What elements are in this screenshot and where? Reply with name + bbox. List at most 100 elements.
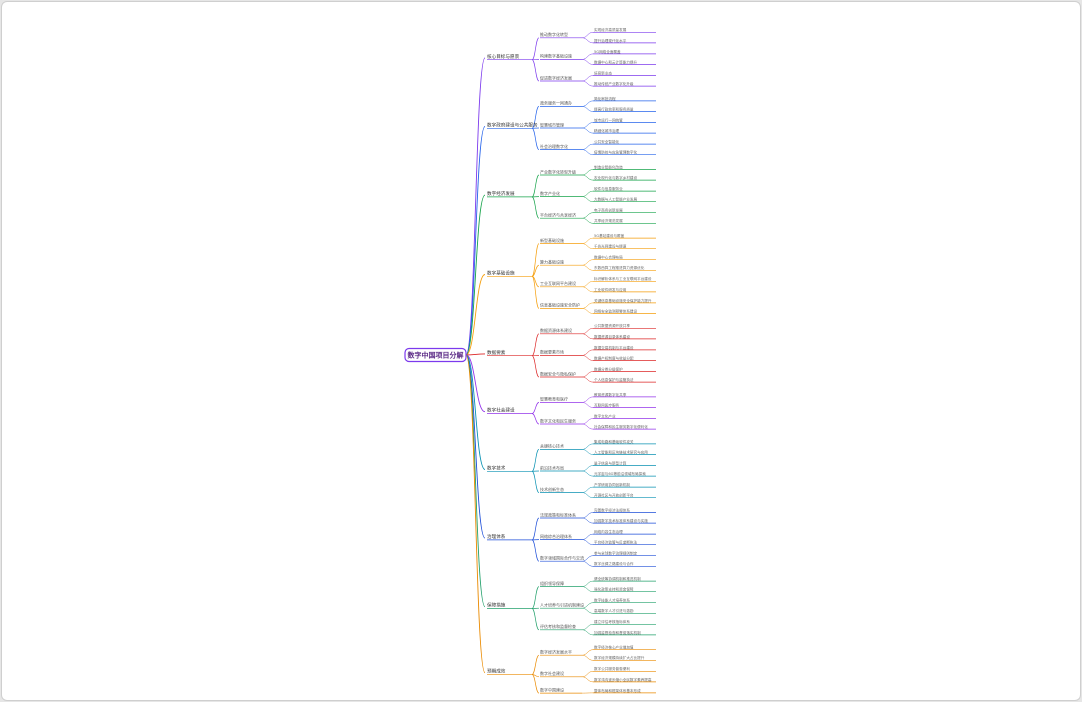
- leaf-node[interactable]: 建立评估考核指标体系: [594, 619, 630, 624]
- leaf-node[interactable]: 精细化城市治理: [594, 128, 620, 133]
- branch-node[interactable]: 数字基础设施: [487, 270, 515, 277]
- child-node[interactable]: 组织领导保障: [540, 580, 564, 586]
- leaf-node[interactable]: 疫情防控与应急管理数字化: [594, 150, 638, 155]
- leaf-node[interactable]: 数字丝绸之路建设与合作: [594, 561, 634, 566]
- child-node[interactable]: 社会治理数字化: [540, 143, 568, 149]
- leaf-node[interactable]: 完善数字经济法规体系: [594, 507, 630, 512]
- branch-node[interactable]: 数字政府建设与公共服务: [487, 122, 538, 129]
- child-node[interactable]: 数字文化和民生服务: [540, 417, 576, 423]
- child-node[interactable]: 数字社会建设: [540, 670, 564, 676]
- leaf-node[interactable]: 简化审批流程: [594, 96, 616, 101]
- child-node[interactable]: 数据安全与隐私保护: [540, 370, 576, 376]
- leaf-node[interactable]: 网络内容生态治理: [594, 529, 623, 534]
- leaf-node[interactable]: 数字文化产业: [594, 413, 616, 418]
- leaf-node[interactable]: 互联网医疗服务: [594, 402, 620, 407]
- child-node[interactable]: 智慧教育和医疗: [540, 396, 568, 402]
- leaf-node[interactable]: 量子信息与新型计算: [594, 460, 627, 465]
- leaf-node[interactable]: 加强监督检查和督促落实机制: [594, 630, 641, 635]
- leaf-node[interactable]: 提高行政效率和服务质量: [594, 106, 634, 111]
- root-node[interactable]: [404, 347, 467, 363]
- leaf-node[interactable]: 个人信息保护与监管执法: [594, 377, 634, 382]
- leaf-node[interactable]: 推动传统产业数字化升级: [594, 81, 634, 86]
- leaf-node[interactable]: 高端数字人才引进与激励: [594, 608, 634, 613]
- branch-node[interactable]: 治理体系: [487, 533, 506, 540]
- child-node[interactable]: 政务服务一网通办: [540, 100, 572, 106]
- leaf-node[interactable]: 数字经济核心产业增加值: [594, 645, 634, 650]
- child-node[interactable]: 推动数字化转型: [540, 31, 568, 37]
- leaf-node[interactable]: 加强数字技术标准体系建设与实施: [594, 518, 648, 523]
- leaf-node[interactable]: 提升治理现代化水平: [594, 38, 627, 43]
- child-node[interactable]: 算力基础设施: [540, 259, 564, 265]
- child-node[interactable]: 技术创新生态: [540, 486, 564, 492]
- leaf-node[interactable]: 5G网络全面覆盖: [594, 49, 621, 54]
- leaf-node[interactable]: 电子商务创新发展: [594, 208, 623, 213]
- child-node[interactable]: 工业互联网平台建设: [540, 280, 576, 286]
- child-node[interactable]: 人才培养与引进机制建设: [540, 602, 584, 608]
- leaf-node[interactable]: 数据分类分级保护: [594, 366, 623, 371]
- child-node[interactable]: 产业数字化转型升级: [540, 168, 576, 174]
- child-node[interactable]: 数字领域国际合作与交流: [540, 555, 584, 561]
- branch-node[interactable]: 核心目标与愿景: [487, 53, 520, 60]
- branch-node[interactable]: 数字技术: [487, 465, 506, 472]
- leaf-node[interactable]: 网络安全监测预警体系建设: [594, 308, 638, 313]
- branch-node[interactable]: 预期成效: [487, 668, 506, 675]
- root-label[interactable]: 数字中国项目分解: [408, 351, 464, 360]
- leaf-node[interactable]: 产学研用协同创新机制: [594, 482, 630, 487]
- leaf-node[interactable]: 数据产权制度与收益分配: [594, 355, 634, 360]
- branch-node[interactable]: 保障措施: [487, 602, 506, 609]
- leaf-node[interactable]: 城市运行一网统管: [594, 117, 623, 122]
- leaf-node[interactable]: 数字经济规模持续扩大占比提升: [594, 655, 645, 660]
- leaf-node[interactable]: 千兆光网建设与提速: [594, 244, 627, 249]
- leaf-node[interactable]: 数据资源目录体系建设: [594, 334, 630, 339]
- leaf-node[interactable]: 数字公共服务普惠便利: [594, 666, 630, 671]
- child-node[interactable]: 智慧城市管理: [540, 121, 564, 127]
- leaf-node[interactable]: 共享经济规范发展: [594, 218, 623, 223]
- leaf-node[interactable]: 5G基站建设与覆盖: [594, 233, 625, 238]
- branch-node[interactable]: 数据要素: [487, 349, 506, 356]
- leaf-node[interactable]: 公共数据资源开放共享: [594, 323, 630, 328]
- leaf-node[interactable]: 制造业智能化改造: [594, 164, 623, 169]
- child-node[interactable]: 数据资源体系建设: [540, 327, 572, 333]
- child-node[interactable]: 促进数字经济发展: [540, 74, 572, 80]
- child-node[interactable]: 法规政策和标准体系: [540, 511, 576, 517]
- child-node[interactable]: 网络综合治理体系: [540, 533, 572, 539]
- leaf-node[interactable]: 数字鸿沟逐步缩小全民数字素养提高: [594, 677, 652, 682]
- leaf-node[interactable]: 数据中心合理布局: [594, 255, 623, 260]
- leaf-node[interactable]: 实现经济高质量发展: [594, 27, 627, 32]
- child-node[interactable]: 数据要素市场: [540, 349, 564, 355]
- leaf-node[interactable]: 数据中心和云计算能力提升: [594, 59, 638, 64]
- leaf-node[interactable]: 平台经济监管与反垄断执法: [594, 540, 638, 545]
- leaf-node[interactable]: 公共安全智能化: [594, 139, 620, 144]
- child-node[interactable]: 评估考核和监督检查: [540, 623, 576, 629]
- child-node[interactable]: 前沿技术布局: [540, 464, 564, 470]
- leaf-node[interactable]: 元宇宙与6G等前沿领域布局探索: [594, 471, 646, 476]
- branch-node[interactable]: 数字社会建设: [487, 407, 515, 414]
- leaf-node[interactable]: 强化政策支持和资金保障: [594, 587, 634, 592]
- leaf-node[interactable]: 关键信息基础设施安全保护能力提升: [594, 298, 652, 303]
- leaf-node[interactable]: 教育资源数字化共享: [594, 392, 627, 397]
- leaf-node[interactable]: 数字技能人才培养体系: [594, 598, 630, 603]
- leaf-node[interactable]: 农业现代化与数字乡村建设: [594, 175, 638, 180]
- branch-node[interactable]: 数字经济发展: [487, 190, 515, 197]
- leaf-node[interactable]: 人工智能和区块链技术研究与应用: [594, 449, 648, 454]
- leaf-node[interactable]: 社会保障和民生服务数字化便利化: [594, 424, 648, 429]
- leaf-node[interactable]: 标识解析体系与工业互联网平台建设: [594, 276, 652, 281]
- child-node[interactable]: 关键核心技术: [540, 443, 564, 449]
- leaf-node[interactable]: 工业软件研发与应用: [594, 287, 627, 292]
- child-node[interactable]: 构建数字基础设施: [540, 53, 572, 59]
- leaf-node[interactable]: 数据交易机制与平台建设: [594, 345, 634, 350]
- child-node[interactable]: 信息基础设施安全防护: [540, 302, 580, 308]
- leaf-node[interactable]: 软件与信息服务业: [594, 186, 623, 191]
- child-node[interactable]: 数字产业化: [540, 190, 560, 196]
- child-node[interactable]: 平台经济与共享经济: [540, 212, 576, 218]
- leaf-node[interactable]: 培育新业态: [594, 70, 612, 75]
- leaf-node[interactable]: 集成电路和基础软件攻关: [594, 439, 634, 444]
- child-node[interactable]: 数字经济发展水平: [540, 649, 572, 655]
- child-node[interactable]: 数字中国建设: [540, 686, 564, 692]
- leaf-node[interactable]: 健全统筹协调机制和推进机制: [594, 576, 641, 581]
- leaf-node[interactable]: 开源社区与开放创新平台: [594, 493, 634, 498]
- leaf-node[interactable]: 东数西算工程推进算力资源优化: [594, 265, 645, 270]
- child-node[interactable]: 新型基础设施: [540, 237, 564, 243]
- leaf-node[interactable]: 参与全球数字治理规则制定: [594, 551, 638, 556]
- leaf-node[interactable]: 大数据与人工智能产业发展: [594, 197, 638, 202]
